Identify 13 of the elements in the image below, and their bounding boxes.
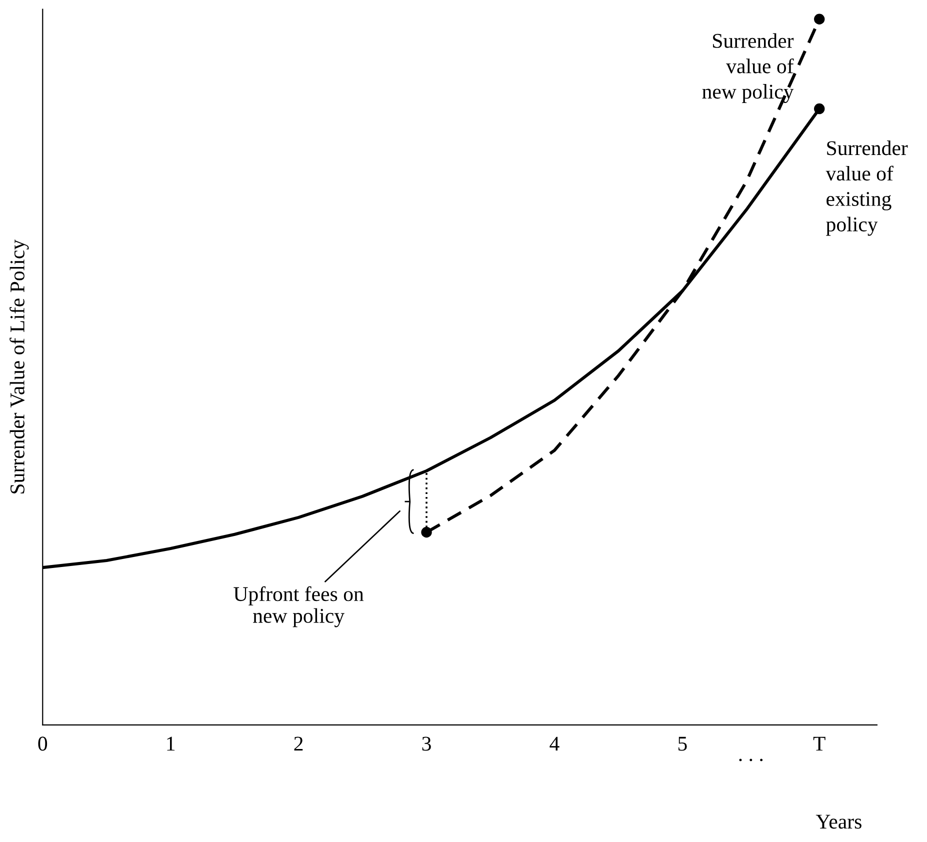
series-label: Surrender value of existing policy bbox=[826, 140, 908, 236]
x-tick-label: 1 bbox=[167, 736, 175, 751]
x-tick-label: T bbox=[813, 736, 826, 751]
x-axis-title: Years bbox=[816, 814, 862, 829]
x-tick-label: 5 bbox=[678, 736, 687, 751]
x-tick-label: 2 bbox=[294, 736, 303, 751]
x-tick-label: 3 bbox=[422, 736, 431, 751]
x-tick-label: 0 bbox=[38, 736, 48, 751]
text: . . . bbox=[739, 758, 763, 762]
series-label: Surrender value of new policy bbox=[702, 33, 794, 104]
x-tick-label: 4 bbox=[550, 736, 560, 751]
y-axis-title: Surrender Value of Life Policy bbox=[10, 240, 29, 494]
annotation: Upfront fees on new policy bbox=[234, 586, 364, 628]
